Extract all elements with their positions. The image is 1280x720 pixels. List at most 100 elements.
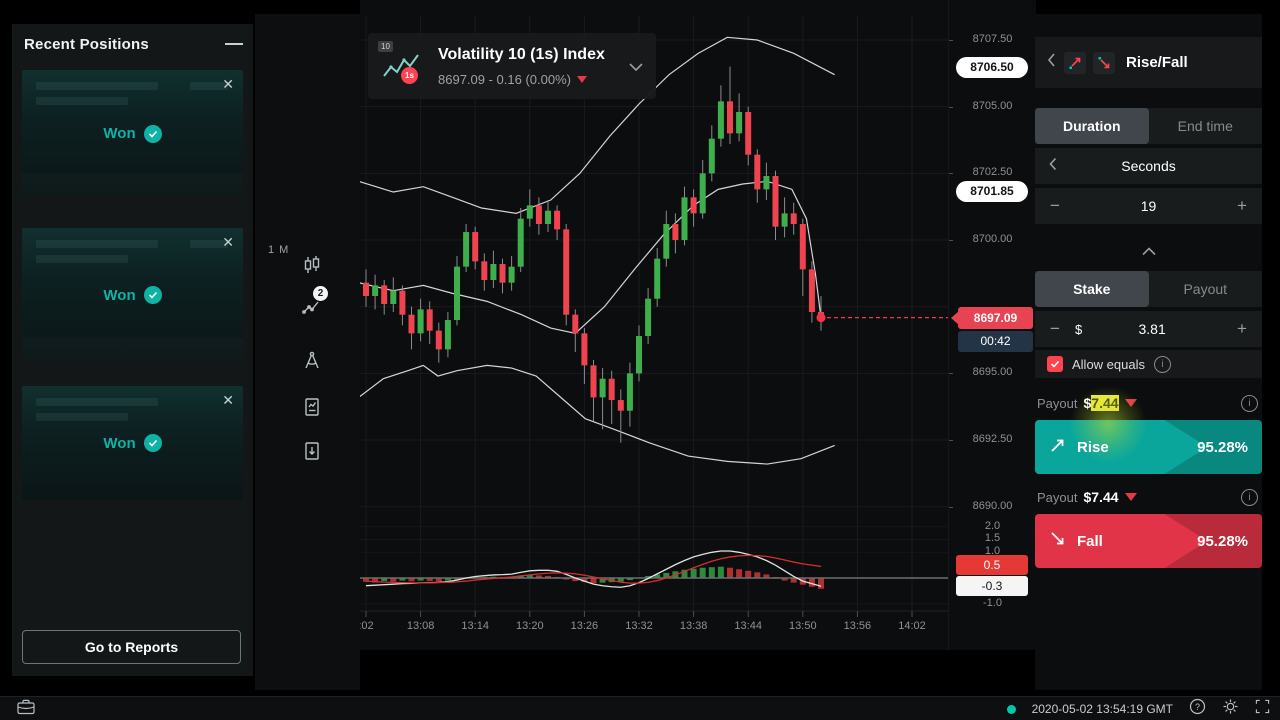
allow-equals-label: Allow equals bbox=[1072, 356, 1145, 372]
asset-selector[interactable]: 10 1s Volatility 10 (1s) Index 8697.09 -… bbox=[368, 33, 656, 99]
time-axis: :02 13:08 13:14 13:20 13:26 13:32 13:38 13:44 13… bbox=[360, 612, 948, 638]
time-axis-label: 13:26 bbox=[570, 620, 599, 632]
duration-value[interactable]: 19 bbox=[1140, 198, 1157, 214]
bollinger-upper-band bbox=[360, 36, 835, 214]
bollinger-middle-band bbox=[360, 180, 822, 335]
download-icon[interactable] bbox=[301, 440, 323, 462]
marker-price-badge: 8701.85 bbox=[956, 180, 1028, 202]
recent-positions-panel: Recent Positions ✕ Won ✕ Won bbox=[12, 24, 253, 676]
position-card[interactable]: ✕ Won bbox=[22, 228, 243, 362]
fall-info-icon[interactable]: i bbox=[1241, 488, 1258, 506]
portfolio-icon[interactable] bbox=[16, 698, 36, 720]
connection-status-dot bbox=[1006, 704, 1016, 714]
indicators-icon[interactable] bbox=[301, 296, 323, 318]
trade-type-header: Rise/Fall bbox=[1035, 37, 1262, 88]
payout-label: Payout bbox=[1037, 489, 1078, 505]
time-axis-label: 13:32 bbox=[625, 620, 653, 632]
check-icon bbox=[143, 124, 162, 143]
asset-badge-10: 10 bbox=[378, 41, 393, 52]
position-result: Won bbox=[22, 124, 243, 143]
price-chart-canvas[interactable] bbox=[360, 0, 948, 650]
duration-unit[interactable]: Seconds bbox=[1121, 158, 1176, 174]
back-chevron-icon[interactable] bbox=[1047, 52, 1056, 73]
spot-price-badge: 8697.09 bbox=[951, 306, 1033, 329]
close-icon[interactable]: ✕ bbox=[222, 234, 234, 250]
down-triangle-icon[interactable] bbox=[1124, 493, 1137, 501]
fall-percentage: 95.28% bbox=[1197, 532, 1248, 550]
settings-gear-icon[interactable] bbox=[1222, 698, 1239, 720]
allow-equals-checkbox[interactable] bbox=[1047, 356, 1063, 372]
chart-template-icon[interactable] bbox=[301, 396, 323, 418]
chart-type-icon[interactable] bbox=[301, 254, 323, 276]
spot-dot bbox=[816, 313, 826, 323]
position-result: Won bbox=[22, 286, 243, 304]
allow-equals-info-icon[interactable]: i bbox=[1154, 355, 1171, 373]
drawing-tools-icon[interactable] bbox=[301, 350, 323, 372]
rise-trade-type-icon[interactable] bbox=[1064, 51, 1086, 74]
position-card[interactable]: ✕ Won bbox=[22, 386, 243, 500]
fullscreen-icon[interactable] bbox=[1255, 699, 1270, 719]
price-axis[interactable]: 8707.50 8705.00 8702.50 8700.00 8695.00 8692.… bbox=[948, 0, 1036, 650]
tab-stake[interactable]: Stake bbox=[1035, 271, 1149, 307]
macd-axis-label: 2.0 bbox=[984, 519, 1001, 532]
unit-back-chevron-icon[interactable] bbox=[1049, 157, 1057, 176]
stake-value[interactable]: 3.81 bbox=[1138, 321, 1166, 337]
asset-title: Volatility 10 (1s) Index bbox=[438, 46, 605, 63]
time-axis-label: 14:02 bbox=[898, 620, 926, 632]
rise-button-label: Rise bbox=[1077, 438, 1109, 456]
time-axis-label: 13:20 bbox=[516, 620, 544, 632]
candles-layer bbox=[363, 66, 824, 443]
collapse-chevron-icon[interactable] bbox=[1035, 236, 1262, 266]
check-icon bbox=[143, 434, 162, 452]
stake-payout-tabs: Stake Payout bbox=[1035, 271, 1262, 307]
timeframe-label[interactable]: 1 M bbox=[268, 244, 290, 256]
duration-minus-button[interactable]: − bbox=[1050, 196, 1060, 215]
fall-button[interactable]: Fall 95.28% bbox=[1035, 514, 1262, 568]
time-axis-label: 13:50 bbox=[789, 620, 817, 632]
macd-axis-label: -1.0 bbox=[983, 596, 1002, 609]
close-icon[interactable]: ✕ bbox=[222, 76, 234, 92]
price-axis-label: 8707.50 bbox=[972, 33, 1013, 45]
payout-label: Payout bbox=[1037, 395, 1078, 411]
help-icon[interactable]: ? bbox=[1189, 698, 1206, 720]
fall-arrow-icon bbox=[1049, 530, 1067, 553]
stake-plus-button[interactable]: + bbox=[1237, 319, 1247, 338]
position-card[interactable]: ✕ Won bbox=[22, 70, 243, 197]
svg-text:?: ? bbox=[1195, 702, 1200, 712]
tab-duration[interactable]: Duration bbox=[1035, 108, 1149, 144]
rise-payout-row: Payout $7.44 i bbox=[1035, 392, 1262, 414]
time-axis-label: 13:38 bbox=[679, 620, 708, 632]
high-price-badge: 8706.50 bbox=[956, 56, 1028, 78]
price-axis-label: 8705.00 bbox=[972, 99, 1013, 112]
trade-type-title: Rise/Fall bbox=[1126, 54, 1188, 71]
duration-unit-row: Seconds bbox=[1035, 148, 1262, 184]
chart-tools-column: 1 M bbox=[255, 14, 360, 690]
price-axis-label: 8702.50 bbox=[972, 166, 1013, 179]
stake-minus-button[interactable]: − bbox=[1050, 319, 1060, 338]
price-axis-label: 8690.00 bbox=[972, 499, 1013, 512]
macd-signal-badge: 0.5 bbox=[956, 555, 1028, 576]
minimize-icon[interactable] bbox=[225, 43, 243, 45]
rise-button[interactable]: Rise 95.28% bbox=[1035, 420, 1262, 474]
tab-payout[interactable]: Payout bbox=[1183, 281, 1228, 297]
rise-percentage: 95.28% bbox=[1197, 438, 1248, 456]
duration-plus-button[interactable]: + bbox=[1237, 196, 1247, 215]
chevron-down-icon[interactable] bbox=[628, 59, 644, 77]
recent-positions-title: Recent Positions bbox=[24, 35, 149, 53]
macd-axis-label: 1.5 bbox=[984, 532, 1001, 545]
down-triangle-icon[interactable] bbox=[1124, 399, 1137, 407]
currency-symbol: $ bbox=[1075, 321, 1083, 337]
close-icon[interactable]: ✕ bbox=[222, 392, 234, 408]
tab-end-time[interactable]: End time bbox=[1177, 118, 1233, 134]
time-axis-label: :02 bbox=[360, 620, 374, 632]
duration-endtime-tabs: Duration End time bbox=[1035, 108, 1262, 144]
allow-equals-row: Allow equals i bbox=[1035, 350, 1262, 378]
go-to-reports-button[interactable]: Go to Reports bbox=[22, 630, 241, 664]
rise-info-icon[interactable]: i bbox=[1241, 394, 1258, 412]
time-axis-label: 13:44 bbox=[734, 620, 762, 632]
price-axis-label: 8700.00 bbox=[972, 233, 1013, 246]
fall-trade-type-icon[interactable] bbox=[1093, 51, 1115, 74]
status-bar: 2020-05-02 13:54:19 GMT ? bbox=[0, 696, 1280, 720]
stake-stepper: − $ 3.81 + bbox=[1035, 311, 1262, 347]
